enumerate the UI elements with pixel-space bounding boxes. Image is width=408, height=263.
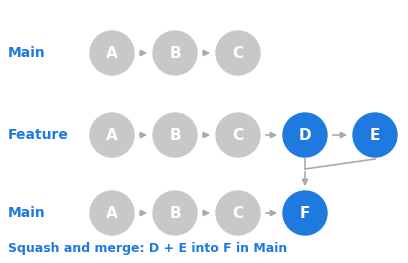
Text: Squash and merge: D + E into F in Main: Squash and merge: D + E into F in Main — [8, 242, 287, 255]
Circle shape — [90, 31, 134, 75]
Text: Main: Main — [8, 206, 46, 220]
Text: E: E — [370, 128, 380, 143]
Circle shape — [283, 191, 327, 235]
Text: A: A — [106, 128, 118, 143]
Text: C: C — [233, 205, 244, 220]
Text: F: F — [300, 205, 310, 220]
Circle shape — [216, 113, 260, 157]
Text: A: A — [106, 205, 118, 220]
Text: Feature: Feature — [8, 128, 69, 142]
Text: B: B — [169, 205, 181, 220]
Circle shape — [90, 191, 134, 235]
Circle shape — [216, 191, 260, 235]
Text: C: C — [233, 128, 244, 143]
Text: D: D — [299, 128, 311, 143]
Text: A: A — [106, 45, 118, 60]
Text: Main: Main — [8, 46, 46, 60]
Circle shape — [153, 113, 197, 157]
Text: B: B — [169, 128, 181, 143]
Circle shape — [283, 113, 327, 157]
Circle shape — [90, 113, 134, 157]
Text: B: B — [169, 45, 181, 60]
Circle shape — [353, 113, 397, 157]
Circle shape — [153, 191, 197, 235]
Circle shape — [153, 31, 197, 75]
Circle shape — [216, 31, 260, 75]
Text: C: C — [233, 45, 244, 60]
